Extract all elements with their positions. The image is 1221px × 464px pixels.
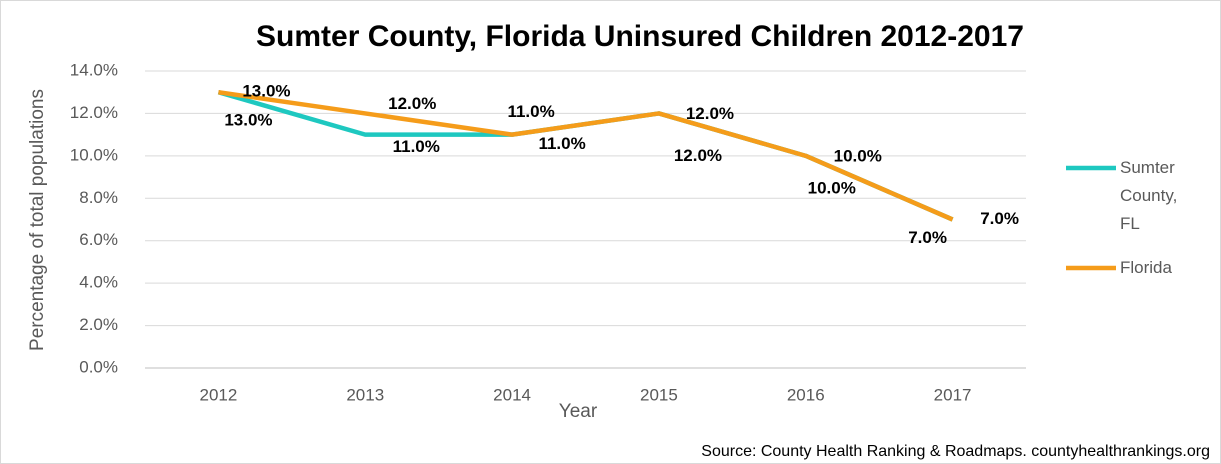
x-tick-label: 2015 [640, 385, 678, 404]
data-label: 12.0% [674, 146, 722, 165]
data-label: 11.0% [538, 134, 585, 153]
x-tick-label: 2016 [787, 385, 825, 404]
data-label: 10.0% [834, 146, 882, 165]
x-tick-label: 2014 [493, 385, 531, 404]
y-tick-label: 10.0% [70, 145, 118, 164]
x-axis-label: Year [559, 401, 598, 422]
series-line [218, 89, 954, 222]
data-label: 13.0% [242, 82, 290, 101]
legend-label: Florida [1120, 258, 1172, 277]
x-tick-label: 2017 [934, 385, 972, 404]
data-label: 11.0% [393, 137, 440, 156]
y-tick-label: 2.0% [79, 315, 118, 334]
data-label: 13.0% [224, 111, 272, 130]
y-axis-label: Percentage of total populations [27, 89, 48, 351]
chart-title: Sumter County, Florida Uninsured Childre… [256, 20, 1024, 53]
data-label: 11.0% [507, 102, 554, 121]
y-tick-label: 6.0% [79, 230, 118, 249]
y-tick-label: 0.0% [79, 357, 118, 376]
y-tick-label: 12.0% [70, 103, 118, 122]
y-tick-label: 8.0% [79, 188, 118, 207]
data-label: 7.0% [980, 209, 1019, 228]
data-label: 12.0% [686, 104, 734, 123]
y-tick-label: 14.0% [70, 60, 118, 79]
legend-label: Sumter County, FL [1120, 158, 1178, 233]
data-label: 12.0% [388, 94, 436, 113]
data-label: 7.0% [908, 228, 947, 247]
data-label: 10.0% [808, 178, 856, 197]
y-tick-label: 4.0% [79, 273, 118, 292]
source-note: Source: County Health Ranking & Roadmaps… [701, 443, 1210, 460]
x-tick-label: 2012 [200, 385, 238, 404]
x-tick-label: 2013 [346, 385, 384, 404]
